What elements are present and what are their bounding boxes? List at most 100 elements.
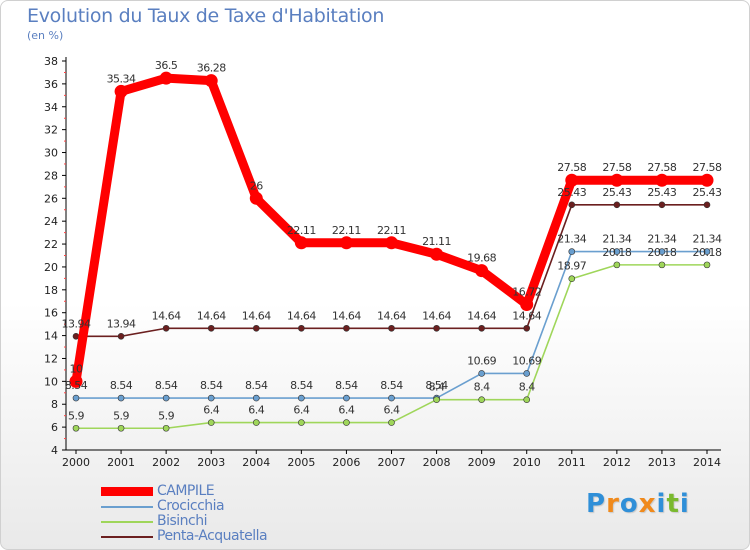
data-label: 35.34 (107, 72, 136, 85)
x-tick-label: 2011 (558, 456, 586, 469)
data-point (298, 419, 305, 426)
data-point (162, 424, 170, 432)
data-point (294, 236, 308, 250)
data-point (613, 248, 621, 255)
brand-letter: x (638, 489, 657, 519)
data-label: 14.64 (512, 309, 541, 322)
brand-letter: t (666, 489, 680, 519)
data-label: 6.4 (203, 404, 219, 417)
data-label: 25.43 (693, 186, 722, 199)
data-point (568, 248, 576, 255)
data-point (162, 324, 170, 332)
data-point (703, 201, 711, 209)
data-label: 22.11 (332, 224, 361, 237)
data-label: 8.54 (245, 379, 268, 392)
data-point (523, 324, 531, 332)
data-point (475, 264, 489, 278)
data-label: 5.9 (113, 409, 129, 422)
x-tick-label: 2010 (513, 456, 541, 469)
brand-letter: o (619, 489, 639, 519)
data-point (658, 201, 666, 209)
y-tick-label: 18 (44, 284, 58, 297)
y-tick-label: 32 (44, 124, 58, 137)
data-label: 21.34 (557, 233, 586, 246)
data-label: 8.54 (290, 379, 313, 392)
data-point (343, 324, 350, 332)
data-label: 26 (250, 179, 263, 192)
data-label: 13.94 (107, 317, 136, 330)
data-label: 19.68 (467, 252, 496, 265)
brand-letter: r (606, 489, 620, 519)
x-tick-label: 2008 (423, 456, 451, 469)
legend-label: Crocicchia (157, 498, 225, 514)
data-label: 20.18 (647, 246, 676, 259)
data-point (478, 396, 485, 403)
data-point (520, 297, 534, 311)
data-label: 14.64 (197, 309, 226, 322)
data-point (703, 248, 711, 255)
data-point (703, 261, 711, 269)
brand-letter: i (679, 489, 690, 519)
data-label: 14.64 (332, 309, 361, 322)
data-label: 18.97 (557, 260, 586, 273)
data-label: 8.4 (474, 381, 490, 394)
data-point (298, 324, 305, 332)
data-point (252, 419, 260, 426)
series-line-crocicchia (75, 250, 708, 399)
data-point (72, 394, 80, 402)
data-label: 10 (70, 362, 83, 375)
data-label: 14.64 (242, 309, 271, 322)
data-label: 5.9 (68, 409, 84, 422)
data-point (117, 424, 125, 432)
data-point (430, 247, 444, 261)
data-point (207, 394, 215, 402)
data-label: 6.4 (384, 404, 400, 417)
data-label: 27.58 (602, 161, 631, 174)
y-tick-label: 6 (51, 421, 58, 434)
data-label: 14.64 (422, 309, 451, 322)
data-point (433, 396, 440, 403)
legend-swatch (101, 487, 153, 496)
legend-label: Penta-Acquatella (157, 528, 268, 544)
brand-logo: Proxiti (586, 489, 690, 519)
data-label: 8.54 (380, 379, 403, 392)
data-label: 25.43 (602, 186, 631, 199)
data-point (252, 394, 260, 402)
data-label: 27.58 (557, 161, 586, 174)
data-label: 14.64 (467, 309, 496, 322)
data-label: 8.54 (425, 379, 448, 392)
data-point (478, 370, 485, 377)
data-point (385, 236, 398, 250)
data-label: 25.43 (557, 186, 586, 199)
x-tick-label: 2007 (378, 456, 406, 469)
data-point (700, 173, 714, 187)
data-point (207, 324, 215, 332)
data-label: 27.58 (693, 161, 722, 174)
data-label: 6.4 (338, 404, 354, 417)
data-point (568, 201, 576, 209)
data-point (658, 248, 666, 255)
brand-letter: P (586, 489, 607, 519)
data-label: 21.34 (693, 233, 722, 246)
x-tick-label: 2005 (287, 456, 315, 469)
data-point (523, 396, 531, 403)
y-tick-label: 10 (44, 375, 58, 388)
data-label: 21.34 (602, 233, 631, 246)
chart-subtitle: (en %) (27, 29, 64, 42)
data-label: 10.69 (512, 354, 541, 367)
data-point (114, 84, 128, 98)
data-point (117, 332, 125, 340)
y-tick-label: 26 (44, 192, 58, 205)
data-label: 20.18 (693, 246, 722, 259)
y-tick-label: 8 (51, 398, 58, 411)
brand-letter: i (656, 489, 667, 519)
data-label: 8.54 (335, 379, 358, 392)
chart-title: Evolution du Taux de Taxe d'Habitation (27, 5, 385, 27)
data-point (343, 394, 350, 402)
data-label: 21.11 (422, 235, 451, 248)
data-label: 8.4 (519, 381, 535, 394)
y-tick-label: 38 (44, 55, 58, 68)
data-label: 27.58 (647, 161, 676, 174)
x-tick-label: 2013 (648, 456, 676, 469)
data-label: 8.54 (65, 379, 88, 392)
